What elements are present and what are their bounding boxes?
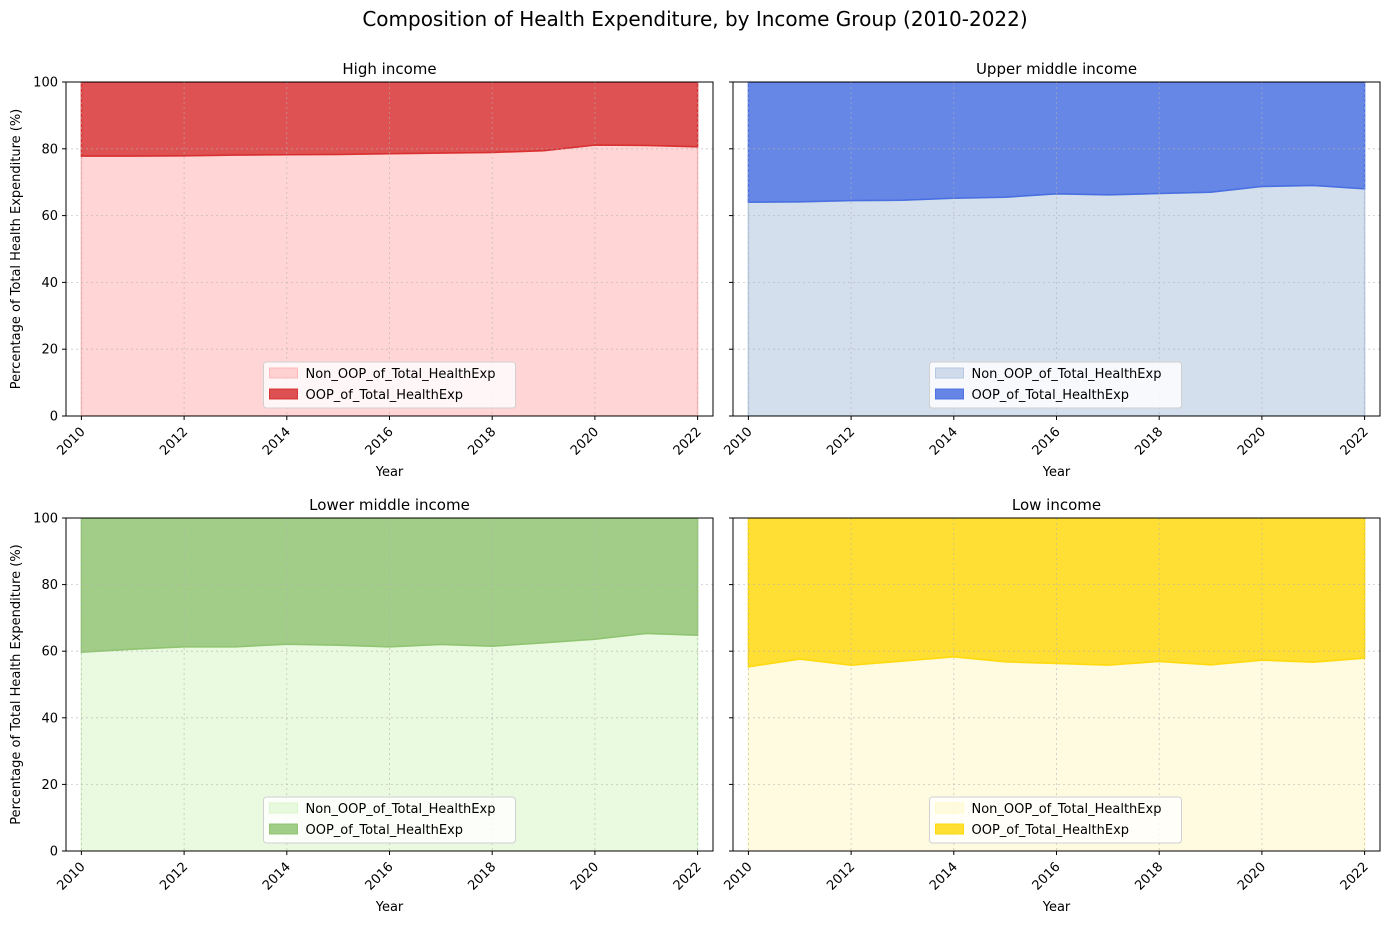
x-tick-label: 2016	[1030, 860, 1064, 894]
x-tick-label: 2020	[568, 860, 602, 894]
area-layer	[80, 518, 699, 851]
grid-lines	[66, 81, 713, 417]
chart-panel: 2010 2012 2014 2016 2018 2020 2022 Upper middle…	[722, 60, 1381, 480]
legend-label: Non_OOP_of_Total_HealthExp	[306, 802, 496, 817]
x-tick-label: 2010	[722, 425, 756, 459]
legend-swatch	[269, 367, 298, 379]
x-tick-label: 2014	[927, 860, 961, 894]
x-tick-label: 2012	[824, 425, 858, 459]
legend-label: Non_OOP_of_Total_HealthExp	[972, 802, 1162, 817]
x-tick-label: 2022	[671, 860, 705, 894]
panels: 2010 2012 2014 2016 2018 2020 2022 0 20 40 60 80 100…	[9, 60, 1381, 915]
y-tick-label: 80	[41, 578, 58, 593]
legend: Non_OOP_of_Total_HealthExp OOP_of_Total_H…	[929, 361, 1182, 409]
y-tick-label: 0	[50, 410, 58, 425]
legend-box	[263, 796, 516, 844]
panel-title: High income	[342, 60, 436, 78]
area-layer	[80, 82, 699, 416]
x-tick-label: 2016	[363, 860, 397, 894]
x-tick-label: 2016	[363, 425, 397, 459]
x-tick-label: 2010	[722, 860, 756, 894]
y-tick-label: 100	[33, 512, 58, 527]
x-tick-label: 2014	[260, 860, 294, 894]
area-oop-of-total-healthexp	[80, 518, 699, 653]
x-tick-label: 2010	[55, 425, 89, 459]
legend-swatch	[269, 802, 298, 814]
x-axis-label: Year	[375, 900, 404, 915]
x-tick-label: 2016	[1030, 425, 1064, 459]
x-tick-label: 2020	[1235, 425, 1269, 459]
legend-label: OOP_of_Total_HealthExp	[972, 823, 1130, 838]
legend: Non_OOP_of_Total_HealthExp OOP_of_Total_H…	[263, 796, 516, 844]
y-tick-label: 80	[41, 142, 58, 157]
legend: Non_OOP_of_Total_HealthExp OOP_of_Total_H…	[263, 361, 516, 409]
x-axis-label: Year	[375, 465, 404, 480]
legend-swatch	[935, 802, 964, 814]
chart-panel: 2010 2012 2014 2016 2018 2020 2022 0 20 40 60 80 100…	[9, 60, 714, 480]
panel-title: Low income	[1012, 496, 1101, 514]
x-tick-label: 2020	[568, 425, 602, 459]
legend-box	[929, 796, 1182, 844]
y-tick-label: 40	[41, 276, 58, 291]
y-tick-label: 60	[41, 209, 58, 224]
legend-label: OOP_of_Total_HealthExp	[306, 388, 464, 403]
legend-label: Non_OOP_of_Total_HealthExp	[306, 367, 496, 382]
y-axis-label: Percentage of Total Health Expenditure (…	[9, 109, 24, 390]
legend: Non_OOP_of_Total_HealthExp OOP_of_Total_H…	[929, 796, 1182, 844]
x-tick-label: 2018	[465, 860, 499, 894]
x-axis-label: Year	[1042, 900, 1071, 915]
x-tick-label: 2012	[824, 860, 858, 894]
area-oop-of-total-healthexp	[80, 82, 699, 157]
x-tick-label: 2018	[1132, 425, 1166, 459]
y-tick-label: 0	[50, 845, 58, 860]
x-tick-label: 2022	[1338, 860, 1372, 894]
x-tick-label: 2012	[157, 860, 191, 894]
legend-label: OOP_of_Total_HealthExp	[306, 823, 464, 838]
x-tick-label: 2010	[55, 860, 89, 894]
legend-swatch	[935, 388, 964, 400]
grid-lines	[66, 517, 713, 852]
legend-swatch	[269, 823, 298, 835]
x-tick-label: 2012	[157, 425, 191, 459]
legend-box	[929, 361, 1182, 409]
x-tick-label: 2022	[671, 425, 705, 459]
figure-title: Composition of Health Expenditure, by In…	[362, 7, 1027, 31]
y-tick-label: 20	[41, 343, 58, 358]
legend-label: Non_OOP_of_Total_HealthExp	[972, 367, 1162, 382]
y-tick-label: 40	[41, 711, 58, 726]
legend-box	[263, 361, 516, 409]
panel-title: Lower middle income	[309, 496, 470, 514]
chart-panel: 2010 2012 2014 2016 2018 2020 2022 0 20 40 60 80 100…	[9, 496, 714, 915]
y-tick-label: 100	[33, 76, 58, 91]
legend-swatch	[269, 388, 298, 400]
panel-title: Upper middle income	[976, 60, 1137, 78]
x-tick-label: 2022	[1338, 425, 1372, 459]
grid-lines	[733, 517, 1380, 852]
x-axis-label: Year	[1042, 465, 1071, 480]
y-tick-label: 60	[41, 645, 58, 660]
x-tick-label: 2018	[465, 425, 499, 459]
y-axis-label: Percentage of Total Health Expenditure (…	[9, 544, 24, 825]
chart-panel: 2010 2012 2014 2016 2018 2020 2022 Low income Ye…	[722, 496, 1381, 915]
grid-lines	[733, 81, 1380, 417]
legend-swatch	[935, 367, 964, 379]
x-tick-label: 2014	[927, 425, 961, 459]
x-tick-label: 2014	[260, 425, 294, 459]
x-tick-label: 2018	[1132, 860, 1166, 894]
legend-label: OOP_of_Total_HealthExp	[972, 388, 1130, 403]
legend-swatch	[935, 823, 964, 835]
y-tick-label: 20	[41, 778, 58, 793]
x-tick-label: 2020	[1235, 860, 1269, 894]
